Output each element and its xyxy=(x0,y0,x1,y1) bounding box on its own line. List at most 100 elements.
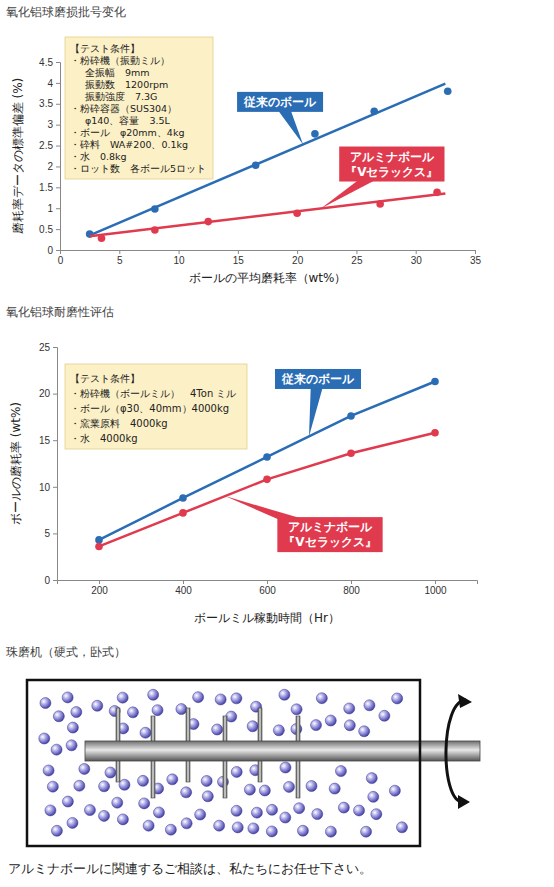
tick: 10 xyxy=(39,482,57,493)
tick-label: 200 xyxy=(91,585,108,596)
ball xyxy=(202,791,213,802)
tick-label: 10 xyxy=(174,255,186,266)
ball xyxy=(139,798,150,809)
series xyxy=(90,189,446,243)
tick-mark xyxy=(56,250,60,251)
tick-label: 20 xyxy=(39,388,51,399)
rotation-arrow-head xyxy=(458,694,472,708)
ball xyxy=(62,692,73,703)
tick: 800 xyxy=(343,580,360,596)
tick-label: 25 xyxy=(39,342,51,353)
series-label: 従来のボール xyxy=(275,369,361,437)
ball xyxy=(297,825,308,836)
point xyxy=(263,476,271,484)
point xyxy=(179,494,187,502)
conditions-line: ・粉砕機（振動ミル） xyxy=(70,55,170,66)
point xyxy=(376,200,384,208)
chart-title: 氧化铝球耐磨性评估 xyxy=(6,305,114,319)
ball xyxy=(251,807,262,818)
ball xyxy=(294,803,305,814)
chart: 氧化铝球磨损批号变化0510152025303500.511.522.533.5… xyxy=(6,5,481,285)
tick: 0.5 xyxy=(39,224,60,235)
ball xyxy=(127,707,138,718)
conditions-line: 全振幅 9mm xyxy=(85,67,150,78)
tick-label: 15 xyxy=(233,255,245,266)
ball xyxy=(119,779,130,790)
chart-title: 氧化铝球磨损批号变化 xyxy=(6,5,126,19)
tick-label: 25 xyxy=(351,255,363,266)
tick-mark xyxy=(53,580,57,581)
ball xyxy=(267,804,278,815)
tick-label: 5 xyxy=(44,528,50,539)
tick: 0 xyxy=(47,245,60,256)
rotation-arrow xyxy=(446,700,466,802)
ball xyxy=(140,727,151,738)
axis-line xyxy=(56,63,61,251)
ball xyxy=(335,766,346,777)
ball xyxy=(364,700,375,711)
tick-mark xyxy=(56,83,60,84)
series-name: アルミナボール『Vセラックス』 xyxy=(345,150,438,179)
tick-label: 10 xyxy=(39,482,51,493)
ball xyxy=(359,726,370,737)
ball xyxy=(266,826,277,837)
series-label: 従来のボール xyxy=(237,92,323,144)
ball xyxy=(47,781,58,792)
point xyxy=(311,130,319,138)
tick-mark xyxy=(297,250,298,254)
ball xyxy=(167,774,178,785)
chart: 氧化铝球耐磨性评估20040060080010000510152025ボールミル… xyxy=(6,305,478,625)
ball xyxy=(67,722,78,733)
point xyxy=(151,226,159,234)
conditions-line: 【テスト条件】 xyxy=(70,43,140,54)
tick-label: 30 xyxy=(411,255,423,266)
trend-line xyxy=(90,194,446,237)
ball xyxy=(231,693,242,704)
ball xyxy=(201,775,212,786)
ball xyxy=(344,720,355,731)
ball xyxy=(212,724,223,735)
tick-label: 0 xyxy=(47,245,53,256)
ball xyxy=(325,826,336,837)
point xyxy=(252,161,260,169)
point xyxy=(204,218,212,226)
conditions-line: ・水 0.8kg xyxy=(70,151,127,162)
tick-label: 4.5 xyxy=(39,57,53,68)
conditions-box: 【テスト条件】・粉砕機（振動ミル）全振幅 9mm振動数 1200rpm振動強度 … xyxy=(65,37,213,179)
ball xyxy=(45,805,56,816)
conditions-line: ・砕料 WA#200、0.1kg xyxy=(70,139,188,150)
ball xyxy=(244,784,255,795)
ball xyxy=(316,693,327,704)
ball xyxy=(226,711,237,722)
ball xyxy=(143,820,154,831)
callout-box xyxy=(339,147,444,182)
tick-mark xyxy=(53,487,57,488)
tick-label: 35 xyxy=(470,255,482,266)
ball xyxy=(176,704,187,715)
ball xyxy=(51,825,62,836)
rotation-arrow-head xyxy=(458,795,470,809)
point xyxy=(347,412,355,420)
x-axis: 05101520253035 xyxy=(58,250,482,266)
ball xyxy=(284,781,295,792)
conditions-line: ・粉砕容器（SUS304） xyxy=(70,103,177,114)
tick-mark xyxy=(183,580,184,584)
ball xyxy=(366,773,377,784)
ball xyxy=(40,698,51,709)
ball xyxy=(214,820,225,831)
point xyxy=(433,189,441,197)
tick: 3.5 xyxy=(39,98,60,109)
conditions-line: ・水 4000kg xyxy=(70,433,138,444)
tick: 5 xyxy=(117,250,123,266)
ball xyxy=(280,762,291,773)
callout-box xyxy=(277,517,382,552)
tick-mark xyxy=(56,125,60,126)
point xyxy=(431,429,439,437)
ball xyxy=(389,785,400,796)
conditions-line: 【テスト条件】 xyxy=(70,373,140,384)
y-axis-title: 磨耗率データの標準偏差 (%) xyxy=(11,78,25,235)
tick-label: 600 xyxy=(259,585,276,596)
tick-label: 1 xyxy=(47,203,53,214)
ball xyxy=(152,705,163,716)
ball xyxy=(71,707,82,718)
